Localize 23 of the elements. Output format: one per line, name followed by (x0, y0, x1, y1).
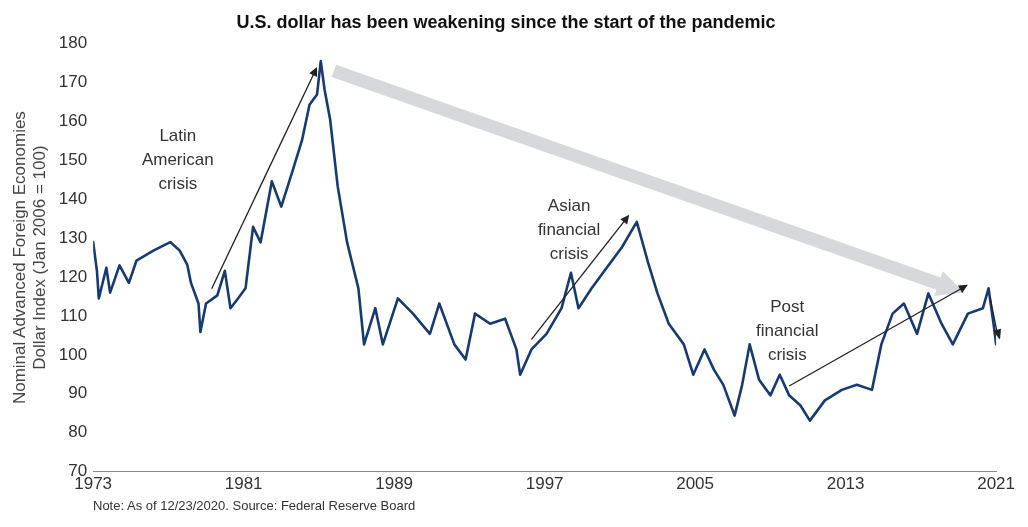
annotation: Latin American crisis (141, 126, 214, 194)
x-tick-label: 2013 (826, 474, 865, 494)
y-tick-label: 130 (58, 227, 88, 247)
y-tick-label: 120 (58, 266, 88, 286)
x-tick-label: 2005 (676, 474, 715, 494)
y-tick-label: 180 (58, 33, 88, 53)
y-tick-label: 100 (58, 344, 88, 364)
y-tick-label: 80 (68, 422, 88, 442)
y-tick-label: 160 (58, 111, 88, 131)
text: Note: As of 12/23/2020. Source: Federal Reserve Board (92, 498, 417, 513)
x-tick-label: 1997 (525, 474, 564, 494)
y-tick-label: 150 (58, 150, 88, 170)
y-axis-title: Nominal Advanced Foreign Economies Dollar Index (Jan 2006 = 100) (9, 111, 50, 405)
y-tick-label: 140 (58, 188, 88, 208)
y-tick-label: 110 (60, 305, 88, 325)
x-tick-label: 2021 (977, 474, 1015, 494)
y-tick-label: 170 (58, 72, 88, 92)
x-tick-label: 1989 (375, 474, 414, 494)
y-tick-label: 90 (68, 383, 88, 403)
annotation: Asian financial crisis (537, 196, 601, 264)
x-tick-label: 1981 (224, 474, 263, 494)
chart-title: U.S. dollar has been weakening since the start of the pandemic (236, 11, 776, 32)
annotation: Post financial crisis (756, 297, 819, 365)
